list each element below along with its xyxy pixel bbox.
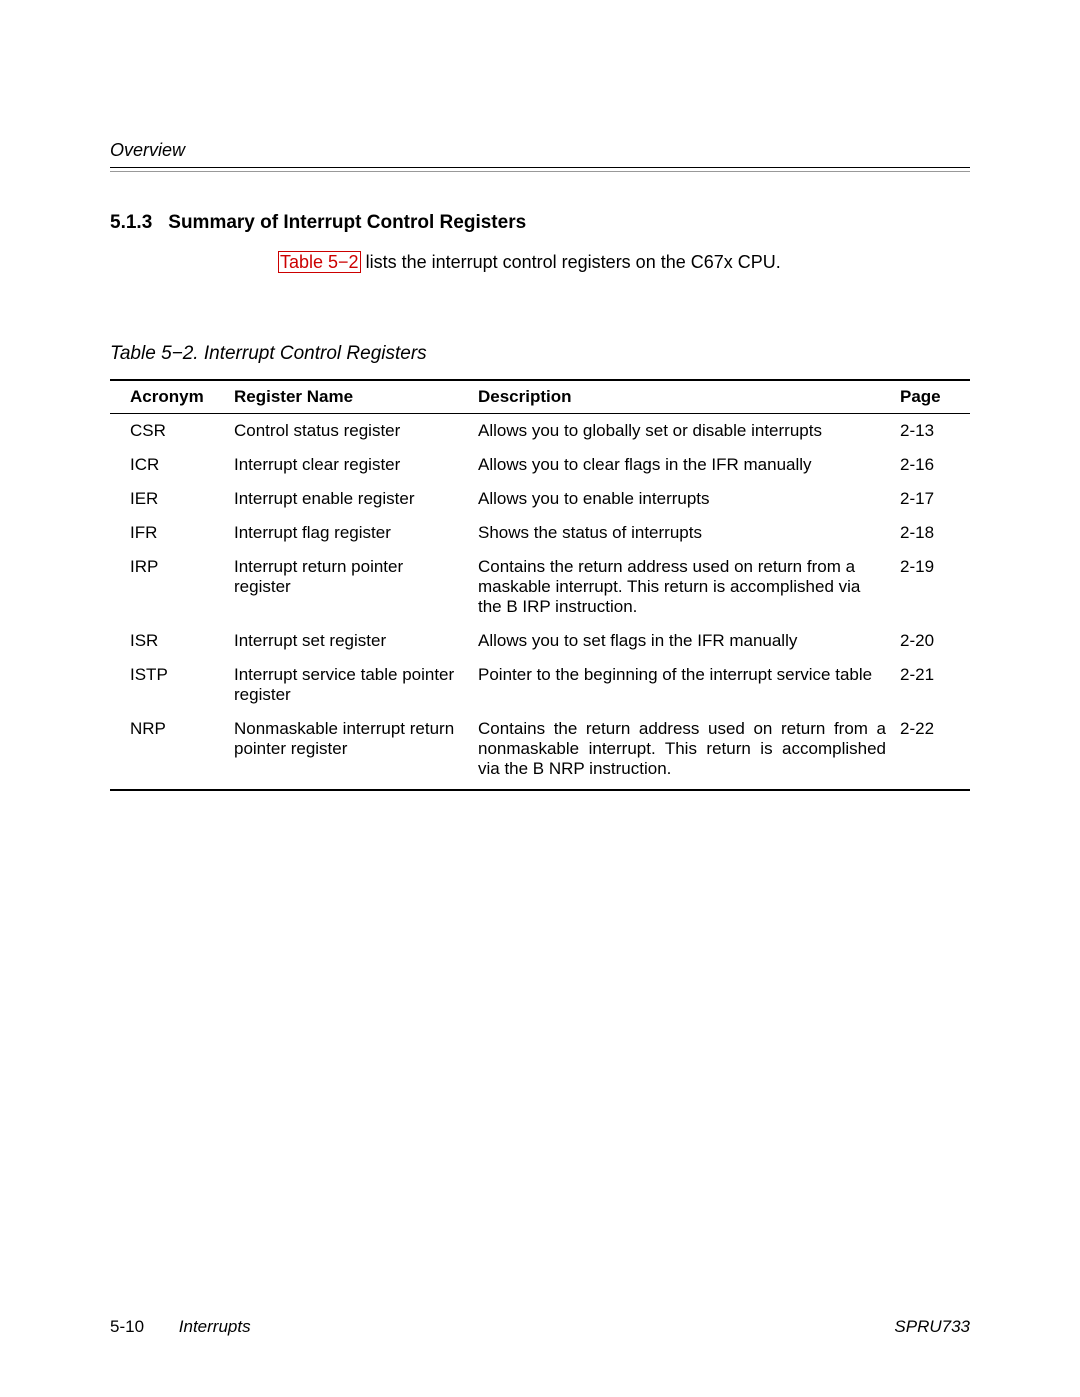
cell-name: Interrupt enable register xyxy=(230,482,474,516)
table-row: IRPInterrupt return pointer registerCont… xyxy=(110,550,970,624)
page-footer: 5-10 Interrupts SPRU733 xyxy=(110,1317,970,1337)
cell-acronym: ISTP xyxy=(110,658,230,712)
col-header-acronym: Acronym xyxy=(110,380,230,414)
table-body: CSRControl status registerAllows you to … xyxy=(110,414,970,791)
footer-page-number: 5-10 xyxy=(110,1317,144,1336)
cell-page: 2-17 xyxy=(896,482,970,516)
cell-desc: Allows you to set flags in the IFR manua… xyxy=(474,624,896,658)
header-rule xyxy=(110,167,970,172)
col-header-desc: Description xyxy=(474,380,896,414)
cell-desc: Shows the status of interrupts xyxy=(474,516,896,550)
cell-desc: Pointer to the beginning of the interrup… xyxy=(474,658,896,712)
section-title: Summary of Interrupt Control Registers xyxy=(168,212,526,233)
cell-name: Interrupt return pointer register xyxy=(230,550,474,624)
footer-left: 5-10 Interrupts xyxy=(110,1317,251,1337)
cell-page: 2-16 xyxy=(896,448,970,482)
cell-acronym: IFR xyxy=(110,516,230,550)
cell-acronym: ISR xyxy=(110,624,230,658)
table-row: IERInterrupt enable registerAllows you t… xyxy=(110,482,970,516)
cell-desc: Contains the return address used on retu… xyxy=(474,712,896,790)
cell-acronym: IER xyxy=(110,482,230,516)
cell-name: Interrupt service table pointer register xyxy=(230,658,474,712)
intro-paragraph: Table 5−2 lists the interrupt control re… xyxy=(278,252,970,273)
cell-name: Interrupt set register xyxy=(230,624,474,658)
cell-name: Nonmaskable interrupt return pointer reg… xyxy=(230,712,474,790)
cell-desc: Allows you to globally set or disable in… xyxy=(474,414,896,449)
section-number: 5.1.3 xyxy=(110,212,152,233)
table-row: CSRControl status registerAllows you to … xyxy=(110,414,970,449)
registers-table: Acronym Register Name Description Page C… xyxy=(110,379,970,791)
cell-acronym: IRP xyxy=(110,550,230,624)
cell-acronym: ICR xyxy=(110,448,230,482)
page: Overview 5.1.3 Summary of Interrupt Contr… xyxy=(0,0,1080,1397)
cell-desc: Allows you to clear flags in the IFR man… xyxy=(474,448,896,482)
intro-text: lists the interrupt control registers on… xyxy=(361,252,781,272)
table-row: NRPNonmaskable interrupt return pointer … xyxy=(110,712,970,790)
section-heading: 5.1.3 Summary of Interrupt Control Regist… xyxy=(110,212,970,234)
table-row: ISRInterrupt set registerAllows you to s… xyxy=(110,624,970,658)
table-header-row: Acronym Register Name Description Page xyxy=(110,380,970,414)
cell-name: Interrupt flag register xyxy=(230,516,474,550)
table-row: ISTPInterrupt service table pointer regi… xyxy=(110,658,970,712)
footer-chapter: Interrupts xyxy=(179,1317,251,1336)
col-header-page: Page xyxy=(896,380,970,414)
cell-name: Interrupt clear register xyxy=(230,448,474,482)
cell-acronym: NRP xyxy=(110,712,230,790)
cell-page: 2-22 xyxy=(896,712,970,790)
table-row: IFRInterrupt flag registerShows the stat… xyxy=(110,516,970,550)
cell-page: 2-19 xyxy=(896,550,970,624)
cell-page: 2-13 xyxy=(896,414,970,449)
running-header: Overview xyxy=(110,140,970,161)
footer-docid: SPRU733 xyxy=(894,1317,970,1337)
cell-page: 2-18 xyxy=(896,516,970,550)
cell-page: 2-21 xyxy=(896,658,970,712)
table-caption: Table 5−2. Interrupt Control Registers xyxy=(110,343,970,365)
col-header-name: Register Name xyxy=(230,380,474,414)
table-crossref-link[interactable]: Table 5−2 xyxy=(278,251,361,273)
cell-desc: Allows you to enable interrupts xyxy=(474,482,896,516)
cell-name: Control status register xyxy=(230,414,474,449)
cell-acronym: CSR xyxy=(110,414,230,449)
cell-desc: Contains the return address used on retu… xyxy=(474,550,896,624)
cell-page: 2-20 xyxy=(896,624,970,658)
table-row: ICRInterrupt clear registerAllows you to… xyxy=(110,448,970,482)
